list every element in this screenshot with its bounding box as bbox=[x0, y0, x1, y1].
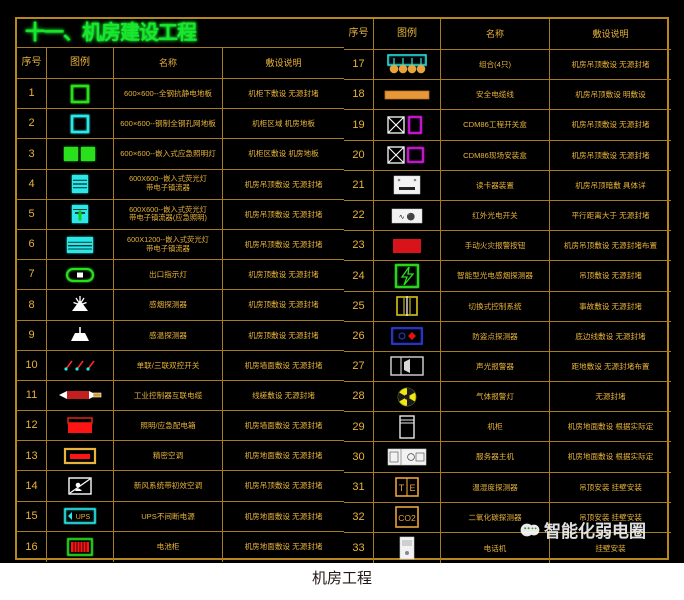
svg-text:∿ ⚫: ∿ ⚫ bbox=[399, 212, 416, 221]
svg-text:E: E bbox=[409, 483, 415, 493]
svg-text:UPS: UPS bbox=[76, 514, 91, 521]
svg-text:CO2: CO2 bbox=[398, 513, 416, 523]
svg-text:T: T bbox=[399, 483, 405, 493]
